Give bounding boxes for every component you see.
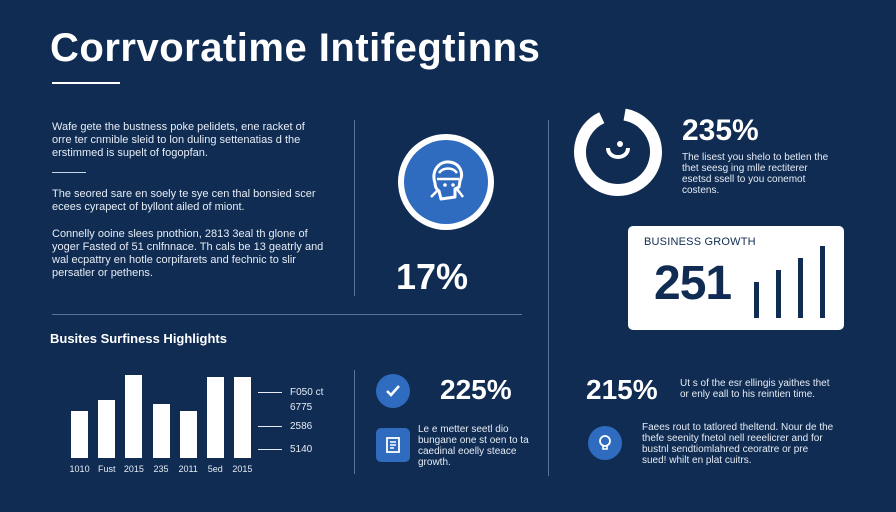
text-line: Faees rout to tatlored theltend. Nour de…: [642, 422, 834, 433]
text-line: thefe seenity fnetol nell reeelicrer and…: [642, 433, 823, 444]
third-paragraph: Connelly ooine slees pnothion, 2813 3eal…: [52, 228, 342, 280]
text-line: thet seesg ing mlle rectiterer: [682, 163, 808, 174]
text-line: persatler or pethens.: [52, 267, 153, 279]
highlights-bar-chart: [66, 368, 256, 458]
legend-line: [258, 392, 282, 393]
growth-mini-chart: [748, 238, 834, 318]
text-line: wal ecpattry en hotle corpifarets and fe…: [52, 254, 296, 266]
text-line: costens.: [682, 185, 720, 196]
center-stat-value: 17%: [396, 256, 469, 297]
text-line: Connelly ooine slees pnothion, 2813 3eal…: [52, 228, 308, 240]
text-line: caedinal eoelly steace: [418, 446, 517, 457]
vertical-divider: [354, 120, 355, 296]
legend-row: F050 ct: [258, 387, 323, 398]
highlights-bar: [233, 377, 251, 458]
growth-bar: [798, 258, 803, 318]
intro-paragraph: Wafe gete the bustness poke pelidets, en…: [52, 121, 342, 160]
text-line: bungane one st oen to ta: [418, 435, 529, 446]
highlights-bar: [179, 410, 197, 458]
text-line: yoger Fasted of 51 cnlfnnace. Th cals be…: [52, 241, 324, 253]
document-icon: [376, 428, 410, 462]
growth-bar: [754, 282, 759, 318]
x-tick-label: 5ed: [207, 464, 223, 474]
growth-card-value: 251: [654, 257, 732, 310]
legend-row: 2586: [258, 421, 312, 432]
top-right-stat-value: 235%: [682, 114, 759, 147]
business-growth-card: BUSINESS GROWTH 251: [628, 226, 844, 330]
lightbulb-icon: [588, 426, 622, 460]
text-line: Le e metter seetl dio: [418, 424, 509, 435]
highlights-bar: [98, 399, 116, 458]
highlights-x-axis: 1010 Fust 2015 235 2011 5ed 2015: [66, 464, 256, 476]
highlights-title: Busites Surfiness Highlights: [50, 331, 227, 346]
highlights-bar: [152, 404, 170, 458]
checkmark-icon: [376, 374, 410, 408]
legend-label: 6775: [290, 402, 313, 413]
text-line: The lisest you shelo to betlen the: [682, 152, 829, 163]
growth-bar: [776, 270, 781, 318]
legend-line: [258, 449, 282, 450]
stat-215-value: 215%: [586, 374, 658, 405]
stat-215-note: Faees rout to tatlored theltend. Nour de…: [642, 422, 852, 466]
legend-row: 5140: [258, 444, 312, 455]
stat-225-value: 225%: [440, 374, 512, 405]
growth-card-label: BUSINESS GROWTH: [644, 236, 756, 248]
legend-label: F050 ct: [290, 387, 324, 398]
highlights-bar: [206, 377, 224, 458]
stat-225-description: Le e metter seetl dio bungane one st oen…: [418, 424, 542, 468]
ring-progress-icon: [574, 108, 662, 196]
top-right-description: The lisest you shelo to betlen the thet …: [682, 152, 852, 196]
text-line: or enly eall to his reintien time.: [680, 389, 816, 400]
text-line: Wafe gete the bustness poke pelidets, en…: [52, 121, 305, 133]
legend-line: [258, 426, 282, 427]
text-line: esetsd ssell to you conemot: [682, 174, 806, 185]
text-line: orre ter cnmible sleid to lon duling set…: [52, 134, 301, 146]
second-paragraph: The seored sare en soely te sye cen thal…: [52, 188, 342, 214]
text-line: bustnl sendtiomlahred ceoratre or pre: [642, 444, 809, 455]
x-tick-label: 2015: [232, 464, 253, 474]
text-line: growth.: [418, 457, 451, 468]
x-tick-label: 1010: [69, 464, 90, 474]
text-line: The seored sare en soely te sye cen thal…: [52, 188, 316, 200]
growth-bar: [820, 246, 825, 318]
horizontal-divider: [52, 314, 522, 315]
highlights-bar: [71, 410, 89, 458]
brain-head-icon: [430, 160, 464, 201]
highlights-bar: [125, 374, 143, 458]
section-divider: [52, 172, 86, 173]
x-tick-label: Fust: [97, 464, 116, 474]
text-line: Ut s of the esr ellingis yaithes thet: [680, 378, 830, 389]
stat-215-description: Ut s of the esr ellingis yaithes thet or…: [680, 378, 880, 400]
brain-icon-badge: [398, 134, 494, 230]
vertical-divider: [548, 120, 549, 476]
text-line: erstimmed is supelt of fogopfan.: [52, 147, 208, 159]
page-title: Corrvoratime Intifegtinns: [50, 26, 541, 70]
title-underline: [52, 82, 120, 84]
x-tick-label: 2011: [178, 464, 198, 474]
legend-label: 2586: [290, 421, 313, 432]
x-tick-label: 235: [153, 464, 169, 474]
legend-label: 5140: [290, 444, 313, 455]
text-line: ecees cyrapect of byllont ailed of miont…: [52, 201, 245, 213]
x-tick-label: 2015: [123, 464, 144, 474]
vertical-divider: [354, 370, 355, 474]
text-line: sued! whilt en plat cuitrs.: [642, 455, 752, 466]
